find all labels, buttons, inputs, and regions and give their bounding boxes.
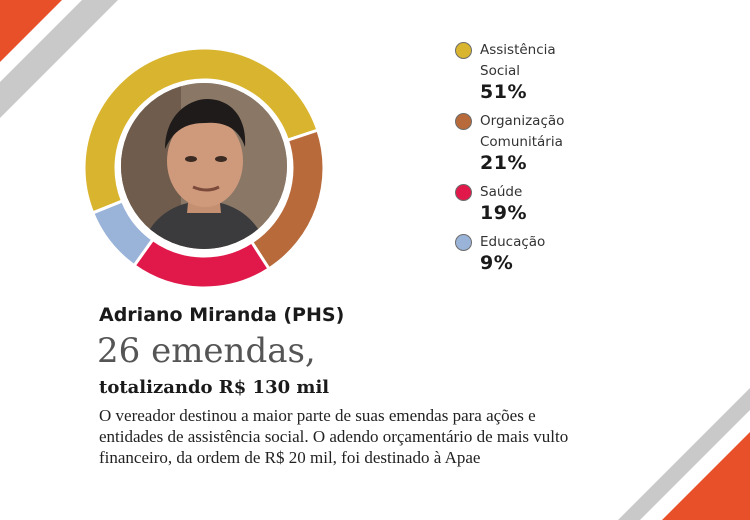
- legend-label: Educação: [480, 234, 546, 250]
- legend-value: 9%: [480, 252, 514, 274]
- corner-orange-bottom-right: [662, 432, 750, 520]
- chart-legend: Assistência Social 51% Organização Comun…: [455, 40, 645, 282]
- corner-orange-top-left: [0, 0, 62, 62]
- legend-value: 21%: [480, 152, 527, 174]
- person-photo: [121, 83, 287, 249]
- legend-item-saude: Saúde 19%: [455, 182, 645, 223]
- legend-item-educacao: Educação 9%: [455, 232, 645, 273]
- donut-chart: [82, 46, 326, 290]
- amendments-total: totalizando R$ 130 mil: [99, 377, 330, 398]
- amendments-count: 26 emendas,: [97, 331, 316, 371]
- donut-slice-assistencia: [82, 46, 320, 215]
- legend-label: Organização Comunitária: [480, 113, 565, 150]
- person-name: Adriano Miranda (PHS): [99, 304, 345, 326]
- corner-gray-bottom-right: [618, 388, 750, 520]
- corner-gray-top-left: [0, 0, 118, 118]
- legend-item-organizacao: Organização Comunitária 21%: [455, 111, 645, 173]
- legend-swatch: [455, 113, 472, 130]
- legend-label: Assistência Social: [480, 42, 556, 79]
- description-text: O vereador destinou a maior parte de sua…: [99, 406, 569, 467]
- legend-swatch: [455, 234, 472, 251]
- legend-value: 19%: [480, 202, 527, 224]
- donut-slice-educacao: [90, 199, 155, 268]
- legend-swatch: [455, 184, 472, 201]
- legend-label: Saúde: [480, 184, 523, 200]
- legend-item-assistencia: Assistência Social 51%: [455, 40, 645, 102]
- legend-swatch: [455, 42, 472, 59]
- person-photo-icon: [121, 83, 287, 249]
- legend-value: 51%: [480, 81, 527, 103]
